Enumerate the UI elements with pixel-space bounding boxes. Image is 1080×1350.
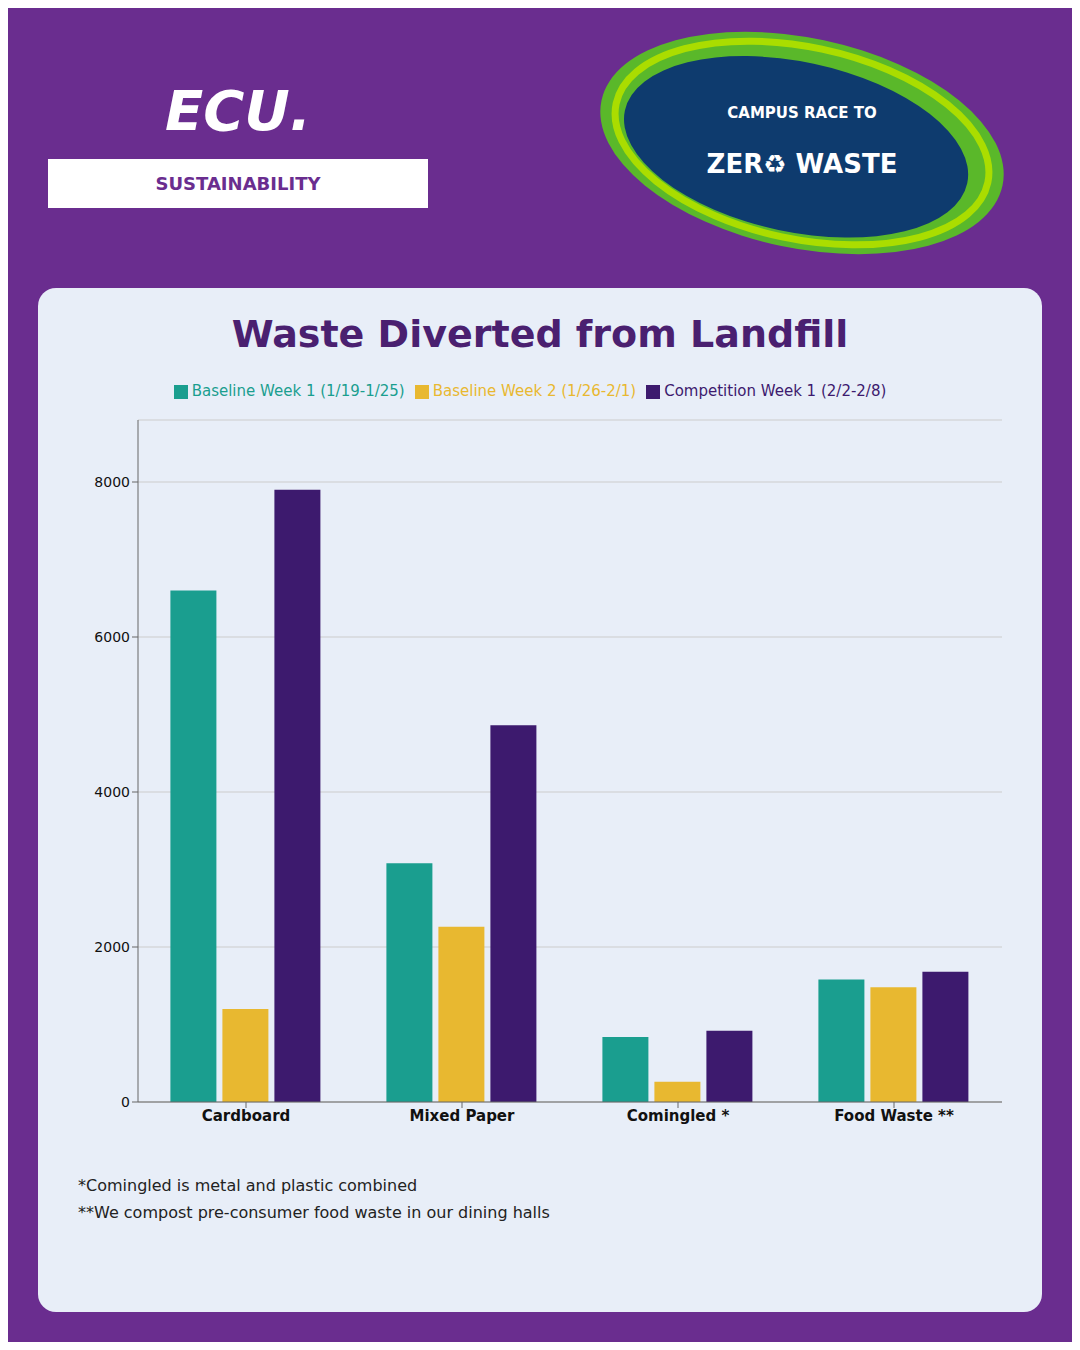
svg-text:Mixed Paper: Mixed Paper <box>410 1107 516 1125</box>
svg-text:2000: 2000 <box>94 939 130 955</box>
svg-text:Comingled *: Comingled * <box>627 1107 730 1125</box>
html-text:ECU.: ECU. <box>164 78 311 143</box>
svg-text:6000: 6000 <box>94 629 130 645</box>
svg-text:Cardboard: Cardboard <box>202 1107 291 1125</box>
html-text:SUSTAINABILITY: SUSTAINABILITY <box>155 173 321 194</box>
svg-text:CAMPUS RACE TO: CAMPUS RACE TO <box>727 104 876 122</box>
svg-text:8000: 8000 <box>94 474 130 490</box>
svg-text:Food Waste **: Food Waste ** <box>834 1107 954 1125</box>
svg-text:4000: 4000 <box>94 784 130 800</box>
html-text:**We compost pre-consumer food: **We compost pre-consumer food waste in … <box>78 1203 550 1222</box>
html-text:Baseline Week 2 (1/26-2/1): Baseline Week 2 (1/26-2/1) <box>432 382 637 400</box>
svg-text:ZER♻ WASTE: ZER♻ WASTE <box>707 149 898 179</box>
html-text:Waste Diverted from Landfill: Waste Diverted from Landfill <box>231 312 849 356</box>
html-text:Competition Week 1 (2/2-2/8): Competition Week 1 (2/2-2/8) <box>664 382 887 400</box>
html-text:*Comingled is metal and plasti: *Comingled is metal and plastic combined <box>78 1176 418 1195</box>
svg-text:0: 0 <box>121 1094 130 1110</box>
html-text:Baseline Week 1 (1/19-1/25): Baseline Week 1 (1/19-1/25) <box>191 382 405 400</box>
